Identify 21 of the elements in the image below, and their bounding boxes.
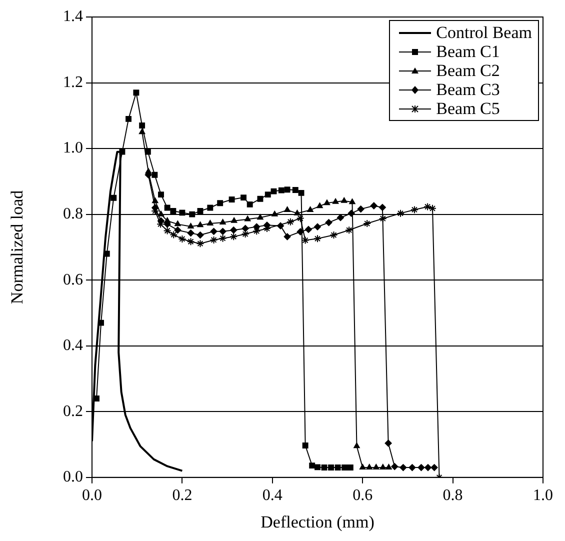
legend-label: Beam C5	[436, 99, 500, 118]
legend-label: Control Beam	[436, 23, 532, 42]
x-tick-label: 0.8	[442, 487, 463, 504]
legend-label: Beam C2	[436, 61, 500, 80]
y-tick-label: 0.4	[63, 337, 83, 354]
x-tick-label: 0.0	[82, 487, 102, 504]
x-tick-label: 0.2	[172, 487, 192, 504]
y-tick-label: 0.8	[63, 206, 83, 223]
legend-label: Beam C3	[436, 80, 500, 99]
x-tick-label: 1.0	[533, 487, 553, 504]
x-axis-title: Deflection (mm)	[260, 512, 374, 532]
y-tick-label: 0.0	[63, 468, 83, 486]
y-tick-label: 1.2	[63, 74, 83, 91]
y-tick-label: 0.2	[63, 402, 83, 420]
y-tick-label: 0.6	[63, 271, 83, 288]
x-tick-label: 0.6	[352, 487, 373, 504]
x-tick-label: 0.4	[262, 487, 282, 504]
y-tick-label: 1.4	[63, 8, 83, 26]
y-axis-title: Normalized load	[8, 190, 27, 304]
y-tick-label: 1.0	[63, 140, 83, 157]
legend-label: Beam C1	[436, 42, 500, 61]
